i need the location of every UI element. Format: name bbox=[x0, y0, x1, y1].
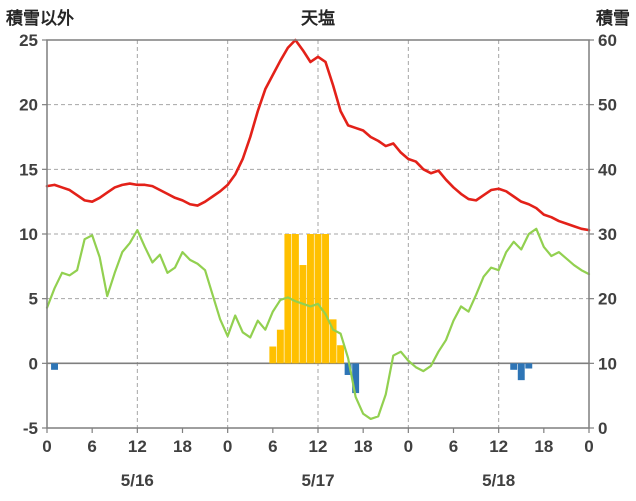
yellow-bars-bar bbox=[291, 234, 299, 364]
chart-title: 天塩 bbox=[301, 9, 335, 28]
yellow-bars-bar bbox=[322, 234, 329, 364]
yellow-bars-bar bbox=[269, 346, 277, 364]
left-axis-title: 積雪以外 bbox=[6, 9, 74, 28]
yellow-bars-bar bbox=[337, 345, 345, 364]
left-axis-tick-label: 5 bbox=[29, 290, 38, 309]
right-axis-tick-label: 20 bbox=[598, 290, 617, 309]
x-axis-tick-label: 18 bbox=[354, 437, 373, 456]
x-axis-tick-label: 6 bbox=[87, 437, 96, 456]
right-axis-tick-label: 60 bbox=[598, 31, 617, 50]
right-axis-tick-label: 30 bbox=[598, 225, 617, 244]
x-axis-tick-label: 0 bbox=[404, 437, 413, 456]
x-axis-tick-label: 0 bbox=[42, 437, 51, 456]
right-axis-tick-label: 0 bbox=[598, 419, 607, 438]
left-axis-tick-label: 0 bbox=[29, 354, 38, 373]
blue-bars-bar bbox=[510, 363, 518, 370]
blue-bars-bar bbox=[344, 363, 352, 375]
date-label: 5/17 bbox=[301, 471, 334, 490]
x-axis-tick-label: 12 bbox=[489, 437, 508, 456]
x-axis-tick-label: 6 bbox=[268, 437, 277, 456]
left-axis-tick-label: 15 bbox=[19, 160, 38, 179]
left-axis-tick-label: 20 bbox=[19, 96, 38, 115]
x-axis-tick-label: 12 bbox=[128, 437, 147, 456]
x-axis-tick-label: 18 bbox=[173, 437, 192, 456]
x-axis-tick-label: 18 bbox=[534, 437, 553, 456]
green-line bbox=[45, 227, 591, 421]
date-label: 5/16 bbox=[121, 471, 154, 490]
yellow-bars-bar bbox=[284, 234, 292, 364]
x-axis-tick-label: 0 bbox=[223, 437, 232, 456]
yellow-bars-bar bbox=[276, 329, 284, 364]
date-label: 5/18 bbox=[482, 471, 515, 490]
yellow-bars-bar bbox=[299, 265, 307, 364]
yellow-bars-bar bbox=[314, 234, 322, 364]
yellow-bars-bar bbox=[329, 319, 337, 364]
x-axis-tick-label: 6 bbox=[449, 437, 458, 456]
x-axis-tick-label: 12 bbox=[309, 437, 328, 456]
right-axis-tick-label: 10 bbox=[598, 354, 617, 373]
blue-bars-bar bbox=[525, 363, 533, 369]
blue-bars-bar bbox=[51, 363, 58, 370]
right-axis-tick-label: 50 bbox=[598, 96, 617, 115]
blue-bars-bar bbox=[517, 363, 525, 381]
yellow-bars-bar bbox=[307, 234, 314, 364]
right-axis-tick-label: 40 bbox=[598, 160, 617, 179]
left-axis-tick-label: -5 bbox=[23, 419, 38, 438]
red-line bbox=[45, 38, 591, 232]
left-axis-tick-label: 25 bbox=[19, 31, 38, 50]
blue-bars-bar bbox=[352, 363, 360, 394]
right-axis-title: 積雪 bbox=[596, 9, 630, 28]
left-axis-tick-label: 10 bbox=[19, 225, 38, 244]
x-axis-tick-label: 0 bbox=[584, 437, 593, 456]
